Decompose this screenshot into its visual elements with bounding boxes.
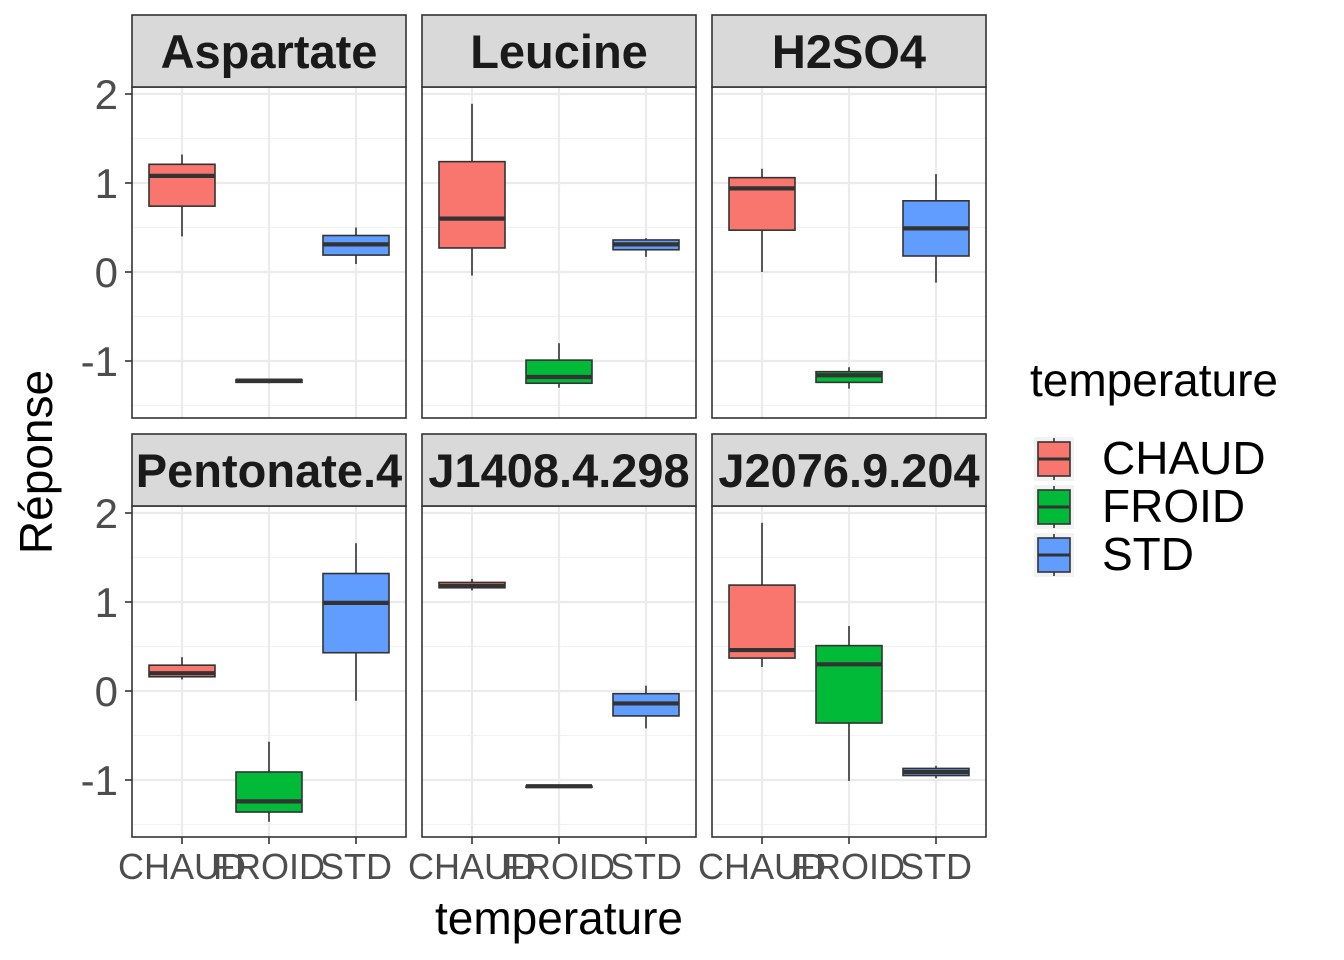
facet-label: J2076.9.204 <box>718 444 979 497</box>
x-tick-label: FROID <box>793 846 905 887</box>
panel-grid <box>422 506 696 837</box>
box-body <box>815 644 883 724</box>
facet-h2so4: H2SO4 <box>711 14 987 419</box>
box-body <box>728 584 796 659</box>
y-tick-label: -1 <box>81 757 118 804</box>
box-body <box>322 572 390 654</box>
box-froid <box>235 741 303 822</box>
box-froid <box>235 378 303 384</box>
box-froid <box>525 343 593 388</box>
facet-aspartate: Aspartate 2 1 0 -1 <box>81 14 407 419</box>
x-tick-label: STD <box>320 846 392 887</box>
y-tick-label: 0 <box>95 668 118 715</box>
legend-label: STD <box>1102 528 1194 580</box>
box-body <box>148 664 216 678</box>
facet-strip <box>131 433 407 507</box>
facet-label: J1408.4.298 <box>428 444 689 497</box>
box-std <box>322 227 390 264</box>
box-chaud <box>438 578 506 591</box>
x-tick-label: CHAUD <box>408 846 536 887</box>
facet-label: Leucine <box>470 25 648 78</box>
facet-strip <box>421 14 697 88</box>
facet-strip <box>711 14 987 88</box>
x-tick-label: STD <box>610 846 682 887</box>
y-axis-title: Réponse <box>10 370 62 554</box>
y-tick-label: 2 <box>95 71 118 118</box>
facet-strip <box>131 14 407 88</box>
box-body <box>235 771 303 813</box>
legend-title: temperature <box>1030 354 1278 406</box>
box-chaud <box>728 522 796 667</box>
y-tick-label: 2 <box>95 490 118 537</box>
x-tick-label: CHAUD <box>118 846 246 887</box>
y-tick-label: 1 <box>95 579 118 626</box>
box-body <box>148 163 216 207</box>
box-std <box>902 174 970 283</box>
facet-panels: Aspartate 2 1 0 -1 Leucine H2SO4 Pentonate.4 2 1 0… <box>81 14 987 887</box>
x-tick-label: FROID <box>213 846 325 887</box>
legend-item-froid: FROID <box>1034 480 1245 532</box>
box-std <box>322 543 390 701</box>
box-chaud <box>728 168 796 272</box>
facet-leucine: Leucine <box>421 14 697 419</box>
y-tick-label: 1 <box>95 160 118 207</box>
legend-item-chaud: CHAUD <box>1034 432 1266 484</box>
box-body <box>525 359 593 385</box>
facet-label: Aspartate <box>161 25 378 78</box>
box-chaud <box>438 103 506 276</box>
legend-label: FROID <box>1102 480 1245 532</box>
x-tick-label: STD <box>900 846 972 887</box>
x-tick-label: CHAUD <box>698 846 826 887</box>
box-froid <box>815 626 883 781</box>
box-chaud <box>148 657 216 680</box>
facet-label: H2SO4 <box>772 25 926 78</box>
box-froid <box>525 784 593 789</box>
x-tick-label: FROID <box>503 846 615 887</box>
x-axis-title: temperature <box>435 892 683 944</box>
y-tick-label: 0 <box>95 249 118 296</box>
facet-strip <box>711 433 987 507</box>
box-std <box>902 765 970 779</box>
box-froid <box>815 367 883 389</box>
box-body <box>728 176 796 231</box>
box-std <box>612 685 680 729</box>
box-chaud <box>148 154 216 237</box>
box-std <box>612 238 680 257</box>
facet-label: Pentonate.4 <box>136 444 402 497</box>
facet-strip <box>421 433 697 507</box>
box-body <box>438 160 506 249</box>
legend-label: CHAUD <box>1102 432 1266 484</box>
y-tick-label: -1 <box>81 338 118 385</box>
legend-item-std: STD <box>1034 528 1194 580</box>
